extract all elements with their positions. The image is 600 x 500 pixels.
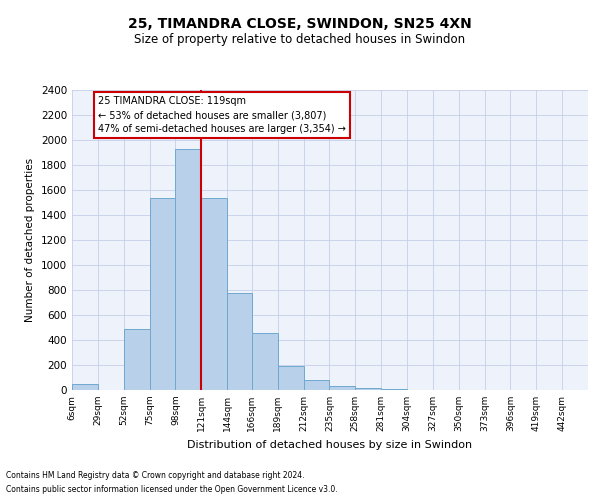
X-axis label: Distribution of detached houses by size in Swindon: Distribution of detached houses by size … xyxy=(187,440,473,450)
Y-axis label: Number of detached properties: Number of detached properties xyxy=(25,158,35,322)
Bar xyxy=(227,292,252,390)
Bar xyxy=(304,380,329,390)
Bar xyxy=(355,388,381,390)
Bar xyxy=(201,198,227,390)
Bar xyxy=(175,149,201,390)
Bar xyxy=(124,329,149,390)
Text: 25 TIMANDRA CLOSE: 119sqm
← 53% of detached houses are smaller (3,807)
47% of se: 25 TIMANDRA CLOSE: 119sqm ← 53% of detac… xyxy=(98,96,346,134)
Text: Size of property relative to detached houses in Swindon: Size of property relative to detached ho… xyxy=(134,32,466,46)
Bar xyxy=(149,198,175,390)
Text: Contains HM Land Registry data © Crown copyright and database right 2024.: Contains HM Land Registry data © Crown c… xyxy=(6,470,305,480)
Bar xyxy=(72,384,98,390)
Text: 25, TIMANDRA CLOSE, SWINDON, SN25 4XN: 25, TIMANDRA CLOSE, SWINDON, SN25 4XN xyxy=(128,18,472,32)
Bar xyxy=(252,332,278,390)
Bar xyxy=(278,366,304,390)
Bar xyxy=(329,386,355,390)
Text: Contains public sector information licensed under the Open Government Licence v3: Contains public sector information licen… xyxy=(6,486,338,494)
